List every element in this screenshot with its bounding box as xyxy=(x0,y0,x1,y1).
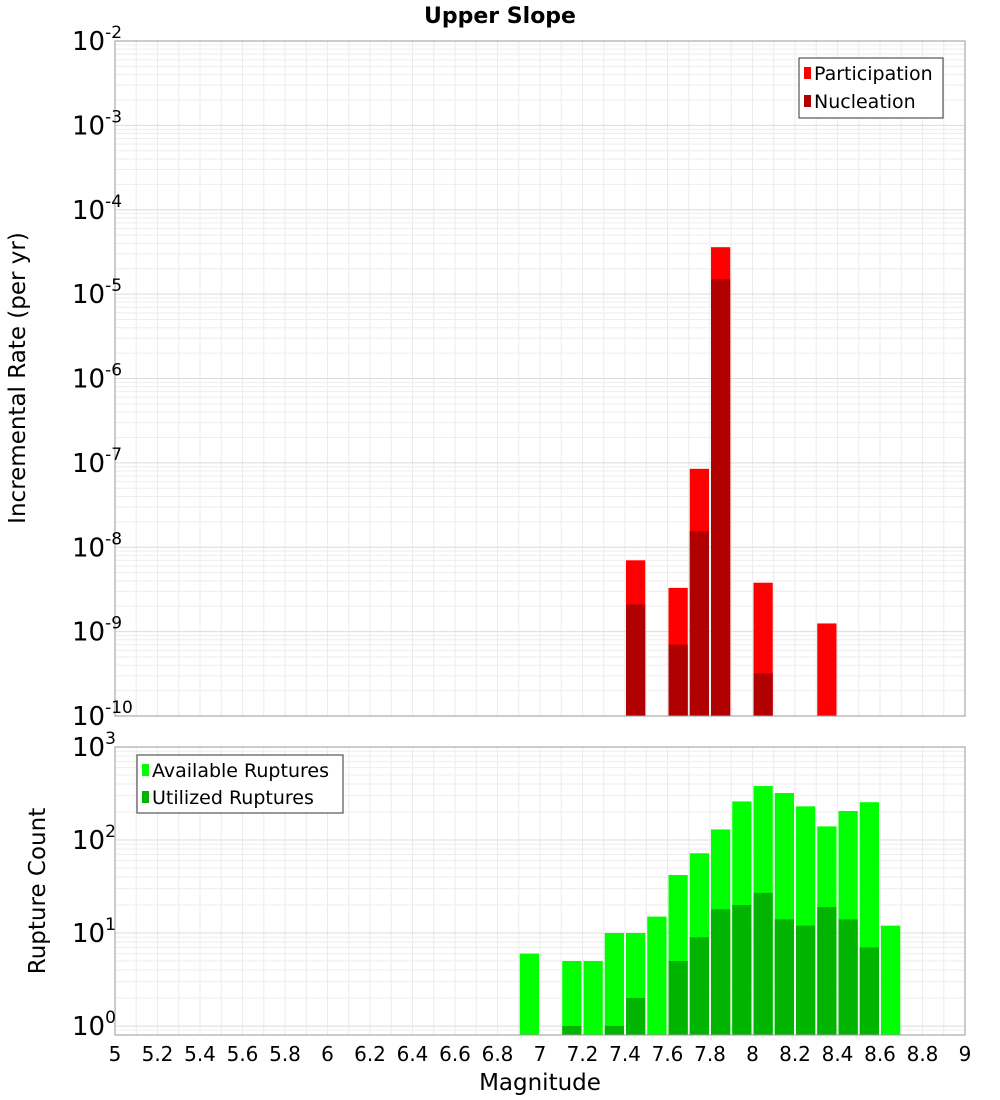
bar-utilized-ruptures xyxy=(774,919,794,1035)
bar-nucleation xyxy=(668,644,688,716)
bar-utilized-ruptures xyxy=(753,892,773,1035)
bar-available-ruptures xyxy=(583,960,603,1035)
legend-label: Utilized Ruptures xyxy=(152,787,314,809)
bar-available-ruptures xyxy=(519,953,539,1035)
x-tick-label: 5.4 xyxy=(184,1042,216,1066)
legend-label: Participation xyxy=(814,63,933,85)
bar-utilized-ruptures xyxy=(817,907,837,1035)
bar-available-ruptures xyxy=(647,916,667,1035)
legend-box xyxy=(136,754,344,814)
y-tick-label: 10-2 xyxy=(72,23,122,57)
y-tick-label: 103 xyxy=(72,729,116,763)
y-tick-label: 10-5 xyxy=(72,276,122,310)
legend-label: Available Ruptures xyxy=(152,760,329,782)
bar-nucleation xyxy=(711,279,731,716)
bar-utilized-ruptures xyxy=(604,1025,624,1035)
y-tick-label: 101 xyxy=(72,915,116,949)
x-tick-label: 8.6 xyxy=(864,1042,896,1066)
bar-utilized-ruptures xyxy=(626,997,646,1035)
x-tick-label: 6.8 xyxy=(482,1042,514,1066)
bar-nucleation xyxy=(753,673,773,716)
x-tick-label: 6.4 xyxy=(397,1042,429,1066)
y-tick-label: 10-9 xyxy=(72,614,122,648)
x-tick-label: 8.4 xyxy=(822,1042,854,1066)
bar-nucleation xyxy=(626,604,646,716)
legend-swatch xyxy=(142,791,149,803)
bar-available-ruptures xyxy=(604,932,624,1035)
legend-label: Nucleation xyxy=(814,91,916,113)
legend-swatch xyxy=(142,764,149,776)
bar-available-ruptures xyxy=(881,925,901,1035)
x-axis-label: Magnitude xyxy=(479,1070,601,1096)
x-tick-label: 7.8 xyxy=(694,1042,726,1066)
bar-utilized-ruptures xyxy=(711,909,731,1035)
legend-box xyxy=(798,57,944,119)
y-tick-label: 100 xyxy=(72,1008,116,1042)
bar-utilized-ruptures xyxy=(838,919,858,1035)
bar-available-ruptures xyxy=(562,960,582,1035)
y-axis-label: Rupture Count xyxy=(25,808,51,974)
x-tick-label: 6.6 xyxy=(439,1042,471,1066)
x-tick-label: 8.2 xyxy=(779,1042,811,1066)
bar-utilized-ruptures xyxy=(732,904,752,1035)
bar-utilized-ruptures xyxy=(796,925,816,1035)
x-tick-label: 5.2 xyxy=(142,1042,174,1066)
x-tick-label: 8.8 xyxy=(907,1042,939,1066)
legend-swatch xyxy=(804,67,811,79)
x-tick-label: 8 xyxy=(746,1042,759,1066)
y-tick-label: 10-6 xyxy=(72,361,122,395)
x-tick-label: 7 xyxy=(534,1042,547,1066)
y-tick-label: 10-7 xyxy=(72,445,122,479)
plot-frame-1 xyxy=(114,40,966,717)
y-tick-label: 102 xyxy=(72,822,116,856)
bar-utilized-ruptures xyxy=(668,960,688,1035)
y-tick-label: 10-3 xyxy=(72,107,122,141)
y-tick-label: 10-10 xyxy=(72,698,133,732)
x-tick-label: 5 xyxy=(109,1042,122,1066)
y-tick-label: 10-4 xyxy=(72,192,122,226)
plot-frame-2 xyxy=(114,746,966,1036)
bar-utilized-ruptures xyxy=(859,947,879,1035)
chart-title: Upper Slope xyxy=(424,4,576,29)
y-tick-label: 10-8 xyxy=(72,529,122,563)
x-tick-label: 5.8 xyxy=(269,1042,301,1066)
x-tick-label: 7.4 xyxy=(609,1042,641,1066)
x-tick-label: 7.2 xyxy=(567,1042,599,1066)
bar-nucleation xyxy=(689,531,709,716)
x-tick-label: 5.6 xyxy=(227,1042,259,1066)
x-tick-label: 6.2 xyxy=(354,1042,386,1066)
legend-swatch xyxy=(804,95,811,107)
y-axis-label: Incremental Rate (per yr) xyxy=(5,232,31,524)
bar-participation xyxy=(817,623,837,716)
chart-panels: 10-2 10-3 10-4 10-5 10-6 10-7 10-8 10-9 10-10 Inc… xyxy=(5,23,971,1066)
x-tick-label: 6 xyxy=(321,1042,334,1066)
bar-utilized-ruptures xyxy=(562,1025,582,1035)
bar-utilized-ruptures xyxy=(689,937,709,1035)
x-tick-label: 9 xyxy=(959,1042,972,1066)
x-tick-label: 7.6 xyxy=(652,1042,684,1066)
